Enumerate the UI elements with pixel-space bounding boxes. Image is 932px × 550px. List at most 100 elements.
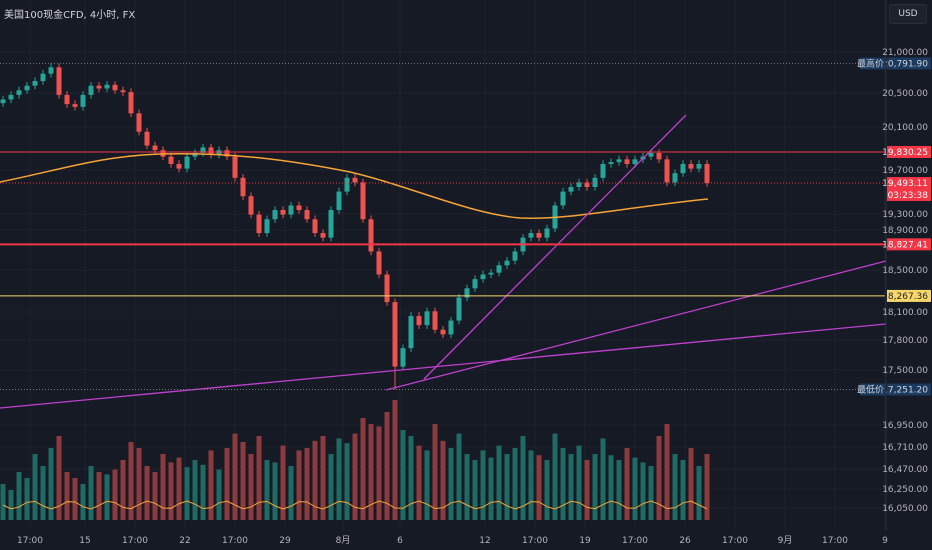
volume-bar bbox=[240, 442, 246, 520]
volume-bar bbox=[552, 433, 558, 520]
candle bbox=[232, 156, 238, 178]
volume-bar bbox=[328, 454, 334, 520]
currency-button[interactable]: USD bbox=[889, 4, 927, 24]
candle bbox=[584, 182, 590, 187]
volume-bar bbox=[352, 433, 358, 520]
candle bbox=[560, 191, 566, 206]
volume-bar bbox=[184, 467, 190, 520]
candle bbox=[192, 152, 198, 157]
volume-bar bbox=[312, 440, 318, 520]
candle bbox=[240, 177, 246, 197]
candle bbox=[512, 251, 518, 261]
price-label-tag bbox=[860, 57, 886, 70]
x-tick-label: 17:00 bbox=[722, 536, 748, 546]
candle bbox=[408, 315, 414, 349]
candle bbox=[360, 182, 366, 220]
trendline[interactable] bbox=[385, 260, 887, 391]
volume-bar bbox=[208, 450, 214, 520]
candle bbox=[440, 329, 446, 335]
candle bbox=[0, 99, 6, 104]
candle bbox=[16, 90, 22, 95]
volume-bar bbox=[544, 460, 550, 520]
x-tick-label: 9 bbox=[882, 536, 888, 546]
candle bbox=[528, 233, 534, 238]
x-tick-label: 22 bbox=[179, 536, 190, 546]
volume-bar bbox=[400, 430, 406, 520]
trendline[interactable] bbox=[0, 323, 887, 409]
candle bbox=[688, 163, 694, 169]
volume-bar bbox=[32, 454, 38, 520]
volume-pane bbox=[0, 400, 710, 520]
candle bbox=[384, 274, 390, 303]
y-tick-label: 16,470.00 bbox=[882, 465, 928, 475]
volume-bar bbox=[128, 442, 134, 520]
candle bbox=[400, 348, 406, 367]
volume-bar bbox=[640, 462, 646, 520]
volume-bar bbox=[104, 474, 110, 520]
volume-bar bbox=[136, 448, 142, 520]
price-tag-value: 19,830.25 bbox=[882, 148, 928, 158]
volume-bar bbox=[224, 448, 230, 520]
candle bbox=[128, 92, 134, 114]
candle bbox=[496, 265, 502, 273]
y-tick-label: 16,950.00 bbox=[882, 421, 928, 431]
volume-bar bbox=[616, 460, 622, 520]
candle bbox=[272, 210, 278, 220]
volume-bar bbox=[384, 412, 390, 520]
volume-bar bbox=[24, 478, 30, 520]
candle bbox=[504, 260, 510, 266]
candle bbox=[72, 104, 78, 107]
y-tick-label: 17,800.00 bbox=[882, 336, 928, 346]
x-tick-label: 8月 bbox=[336, 535, 351, 546]
volume-bar bbox=[176, 457, 182, 520]
volume-bar bbox=[696, 466, 702, 520]
price-tag bbox=[887, 57, 931, 70]
x-tick-label: 17:00 bbox=[17, 536, 43, 546]
volume-bar bbox=[376, 426, 382, 520]
volume-bar bbox=[264, 460, 270, 520]
candle bbox=[88, 85, 94, 95]
volume-bar bbox=[88, 466, 94, 520]
volume-bar bbox=[440, 440, 446, 520]
price-tag-value: 19,493.11 bbox=[882, 179, 928, 189]
volume-bar bbox=[608, 455, 614, 520]
volume-bar bbox=[704, 454, 710, 520]
y-tick-label: 21,000.00 bbox=[882, 48, 928, 58]
candle bbox=[600, 163, 606, 178]
time-axis[interactable]: 17:00 15 17:00 22 17:00 29 8月 6 12 17:00 19 17:00 26… bbox=[17, 535, 888, 546]
candle bbox=[448, 320, 454, 335]
volume-bar bbox=[456, 433, 462, 520]
price-axis[interactable]: 21,000.00 20,500.00 20,100.00 19,700.00 19,3… bbox=[882, 48, 928, 514]
candle bbox=[112, 84, 118, 91]
candle bbox=[568, 186, 574, 192]
price-tag-value: 18,267.36 bbox=[882, 292, 928, 302]
volume-bar bbox=[112, 469, 118, 520]
candle bbox=[368, 219, 374, 252]
candle bbox=[664, 159, 670, 183]
volume-bar bbox=[432, 424, 438, 520]
volume-bar bbox=[192, 460, 198, 520]
candle bbox=[376, 251, 382, 275]
volume-bar bbox=[200, 464, 206, 520]
price-tag-value: 18,827.41 bbox=[882, 240, 928, 250]
volume-bar bbox=[448, 448, 454, 520]
candle bbox=[248, 196, 254, 215]
candle bbox=[96, 85, 102, 89]
candle bbox=[704, 163, 710, 184]
volume-bar bbox=[144, 466, 150, 520]
candle bbox=[312, 219, 318, 234]
y-tick-label: 20,100.00 bbox=[882, 123, 928, 133]
candle bbox=[672, 173, 678, 183]
candle bbox=[144, 131, 150, 146]
x-tick-label: 17:00 bbox=[122, 536, 148, 546]
volume-bar bbox=[248, 454, 254, 520]
volume-bar bbox=[648, 466, 654, 520]
x-tick-label: 17:00 bbox=[622, 536, 648, 546]
volume-bar bbox=[152, 472, 158, 520]
trendline[interactable] bbox=[423, 114, 687, 380]
x-tick-label: 6 bbox=[397, 536, 403, 546]
volume-bar bbox=[120, 460, 126, 520]
